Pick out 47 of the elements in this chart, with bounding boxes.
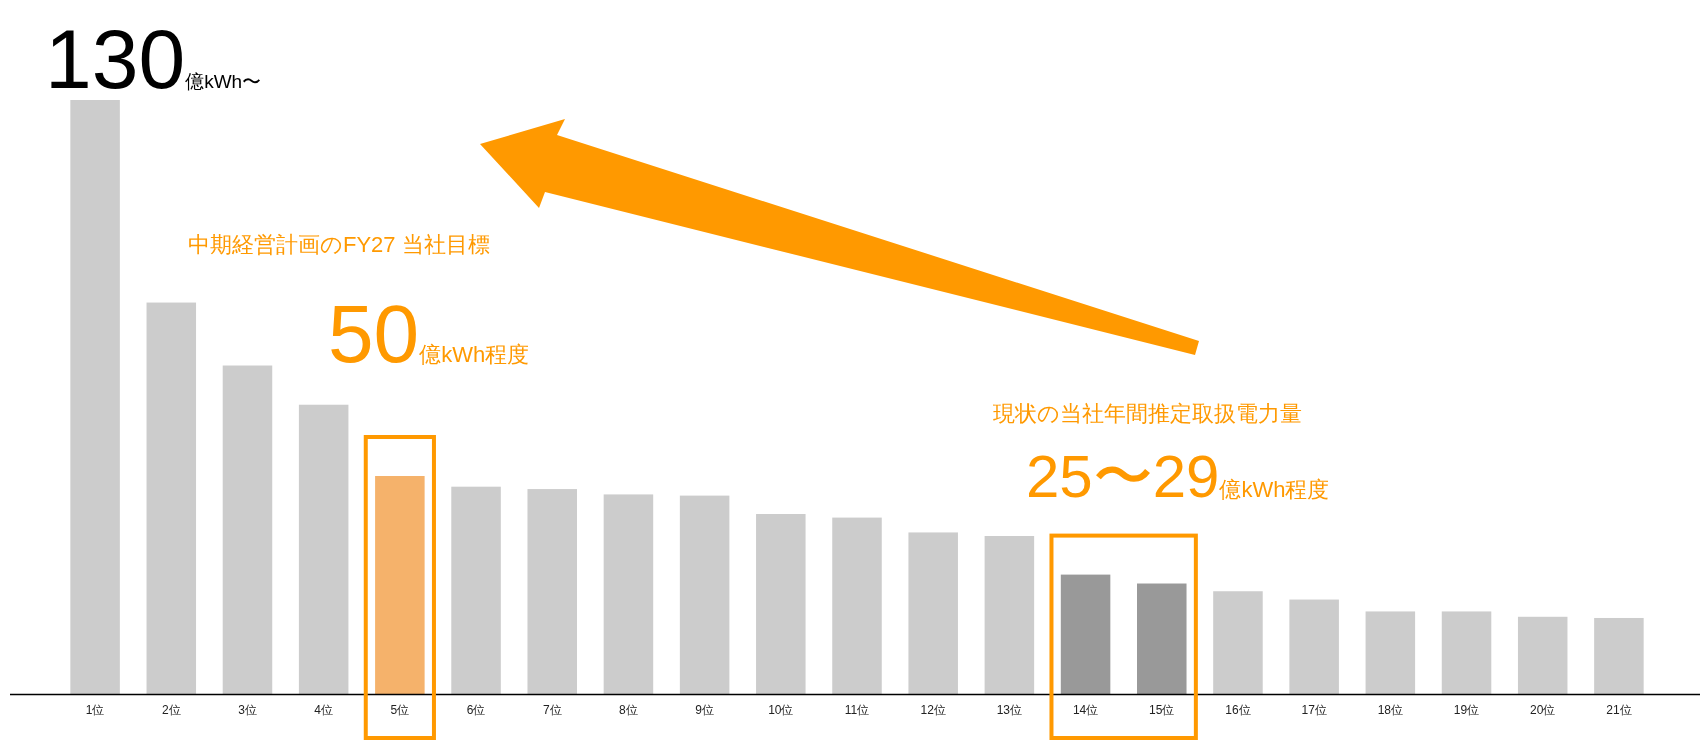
- annotation: 50億kWh程度: [328, 288, 530, 379]
- bar: [222, 365, 273, 694]
- x-tick-label: 17位: [1301, 703, 1327, 717]
- x-tick-label: 13位: [996, 703, 1023, 717]
- bar: [984, 536, 1035, 694]
- annotation: 25〜29億kWh程度: [1026, 443, 1330, 510]
- x-tick-label: 16位: [1225, 703, 1251, 717]
- bar: [1441, 611, 1492, 694]
- x-tick-label: 8位: [619, 703, 638, 717]
- annotation: 現状の当社年間推定取扱電力量: [993, 401, 1302, 426]
- bar: [70, 100, 120, 694]
- x-tick-label: 1位: [85, 703, 105, 717]
- x-tick-label: 15位: [1149, 703, 1175, 717]
- x-tick-label: 10位: [768, 703, 794, 717]
- bar: [146, 302, 197, 694]
- x-tick-label: 2位: [161, 703, 181, 717]
- x-tick-label: 12位: [920, 703, 946, 717]
- bar: [756, 514, 806, 694]
- annotation: 130億kWh〜: [45, 12, 262, 106]
- bar: [1289, 599, 1339, 694]
- x-tick-label: 4位: [314, 703, 334, 717]
- x-tick-label: 18位: [1377, 703, 1404, 717]
- x-tick-label: 9位: [695, 703, 714, 717]
- x-tick-label: 11位: [844, 703, 870, 717]
- bar: [451, 486, 501, 694]
- bar: [1517, 616, 1568, 694]
- annotation: 中期経営計画のFY27 当社目標: [188, 232, 490, 257]
- bar: [832, 517, 882, 694]
- bar: [527, 489, 577, 694]
- x-tick-label: 6位: [466, 703, 486, 717]
- bar: [1060, 574, 1111, 694]
- x-tick-label: 21位: [1606, 703, 1632, 717]
- x-tick-label: 19位: [1453, 703, 1480, 717]
- bar: [298, 404, 349, 694]
- bar: [1594, 617, 1644, 694]
- bar: [1365, 611, 1416, 694]
- x-tick-label: 5位: [390, 703, 410, 717]
- bar: [679, 495, 730, 694]
- bar: [908, 532, 958, 694]
- bar: [375, 476, 425, 694]
- x-tick-label: 14位: [1072, 703, 1099, 717]
- x-tick-label: 20位: [1530, 703, 1556, 717]
- x-tick-label: 7位: [542, 703, 562, 717]
- x-tick-label: 3位: [238, 703, 257, 717]
- bar: [1137, 583, 1187, 694]
- bar: [603, 494, 654, 694]
- bar: [1213, 591, 1263, 694]
